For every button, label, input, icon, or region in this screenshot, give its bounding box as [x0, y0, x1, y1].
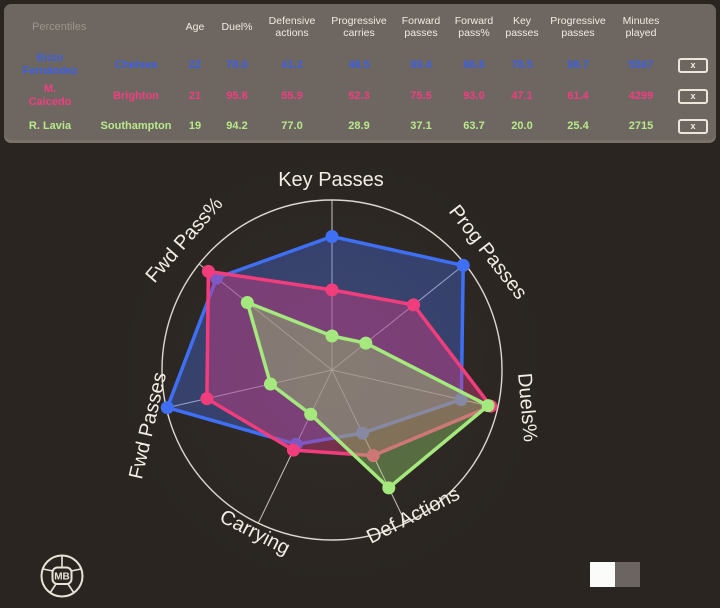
radar-point [160, 401, 174, 415]
team-name: Southampton [100, 119, 172, 132]
stat-value: 20.0 [511, 119, 533, 132]
column-header: Duel% [221, 20, 253, 33]
radar-point [382, 481, 396, 495]
radar-point [481, 399, 495, 413]
remove-cell: x [670, 112, 716, 140]
stat-value: 95.8 [226, 89, 248, 102]
stat-value: 93.0 [463, 89, 485, 102]
stat-value: 5567 [628, 58, 654, 71]
radar-point [359, 336, 373, 350]
column-header-remove [670, 4, 716, 50]
stat-value: 41.2 [281, 58, 303, 71]
theme-toggle [590, 562, 640, 587]
column-header: Defensive actions [268, 14, 316, 39]
stat-value: 19 [188, 119, 202, 132]
stat-value: 4299 [628, 89, 654, 102]
player-name: M. Caicedo [28, 83, 72, 108]
stat-value: 37.1 [410, 119, 432, 132]
stat-value: 86.8 [463, 58, 485, 71]
logo-ball-pattern [42, 556, 82, 594]
stat-value: 78.5 [511, 58, 533, 71]
radar-series-1 [205, 269, 493, 458]
stat-value: 28.9 [348, 119, 370, 132]
stat-value: 94.2 [226, 119, 248, 132]
column-header: Key passes [505, 14, 539, 39]
radar-point [366, 449, 380, 463]
column-header: Progressive carries [331, 14, 387, 39]
percentiles-table: Percentiles Age Duel% Defensive actions Prog… [4, 4, 716, 140]
radar-point [325, 230, 339, 243]
radar-axis-label: Key Passes [278, 169, 384, 191]
stat-value: 25.4 [567, 119, 589, 132]
remove-player-button[interactable]: x [678, 118, 708, 134]
radar-chart-area: Key Passes Prog Passes Duels% Def Actions Ca… [0, 144, 720, 608]
toggle-option-light[interactable] [590, 562, 615, 587]
player-name: R. Lavia [28, 119, 72, 132]
stat-value: 55.9 [281, 89, 303, 102]
mb-logo: MB [39, 553, 85, 599]
radar-point [264, 377, 277, 391]
stat-value: 61.4 [567, 89, 589, 102]
stat-value: 78.0 [226, 58, 248, 71]
stat-value: 98.7 [567, 58, 589, 71]
radar-point [201, 264, 215, 278]
stat-value: 22 [188, 58, 202, 71]
remove-cell: x [670, 50, 716, 80]
radar-axis-label: Def Actions [363, 483, 463, 549]
stat-value: 2715 [628, 119, 654, 132]
logo-monogram-frame [51, 566, 73, 585]
stat-value: 21 [188, 89, 202, 102]
player-name: Enzo Fernández [22, 52, 78, 77]
radar-axis-label: Fwd Passes [125, 370, 171, 481]
radar-series-2 [245, 300, 490, 490]
remove-cell: x [670, 80, 716, 112]
radar-point [325, 329, 339, 343]
stat-value: 75.5 [410, 89, 432, 102]
radar-point [456, 258, 470, 272]
toggle-option-dark[interactable] [615, 562, 640, 587]
remove-player-button[interactable]: x [678, 88, 708, 104]
radar-point [407, 298, 421, 312]
radar-spoke [331, 369, 498, 409]
radar-point [355, 426, 369, 440]
column-header: Forward pass% [454, 14, 494, 39]
stat-value: 99.4 [410, 58, 432, 71]
radar-point [304, 407, 318, 421]
stat-value: 47.1 [511, 89, 533, 102]
team-name: Brighton [113, 89, 159, 102]
radar-point [325, 283, 339, 297]
logo-ball-outline [40, 554, 84, 598]
column-header: Progressive passes [550, 14, 606, 39]
column-header: Forward passes [401, 14, 441, 39]
radar-spoke [331, 263, 466, 371]
radar-point [286, 443, 300, 457]
column-header: Minutes played [622, 14, 660, 39]
radar-spoke [166, 369, 333, 409]
radar-outer-ring [161, 199, 503, 541]
column-header: Age [185, 20, 205, 33]
radar-spoke [331, 369, 407, 524]
stat-value: 48.5 [348, 58, 370, 71]
table-title: Percentiles [32, 20, 87, 33]
mb-logo-badge: MB [40, 554, 84, 598]
stat-value: 52.3 [348, 89, 370, 102]
column-header-team [96, 4, 176, 50]
radar-point [454, 393, 468, 406]
radar-point [200, 392, 214, 406]
radar-axis-label: Duels% [513, 372, 541, 443]
team-name: Chelsea [114, 58, 158, 71]
stat-value: 77.0 [281, 119, 303, 132]
remove-player-button[interactable]: x [678, 57, 708, 73]
radar-point [240, 296, 254, 309]
logo-monogram-text: MB [54, 572, 70, 583]
stat-value: 63.7 [463, 119, 485, 132]
